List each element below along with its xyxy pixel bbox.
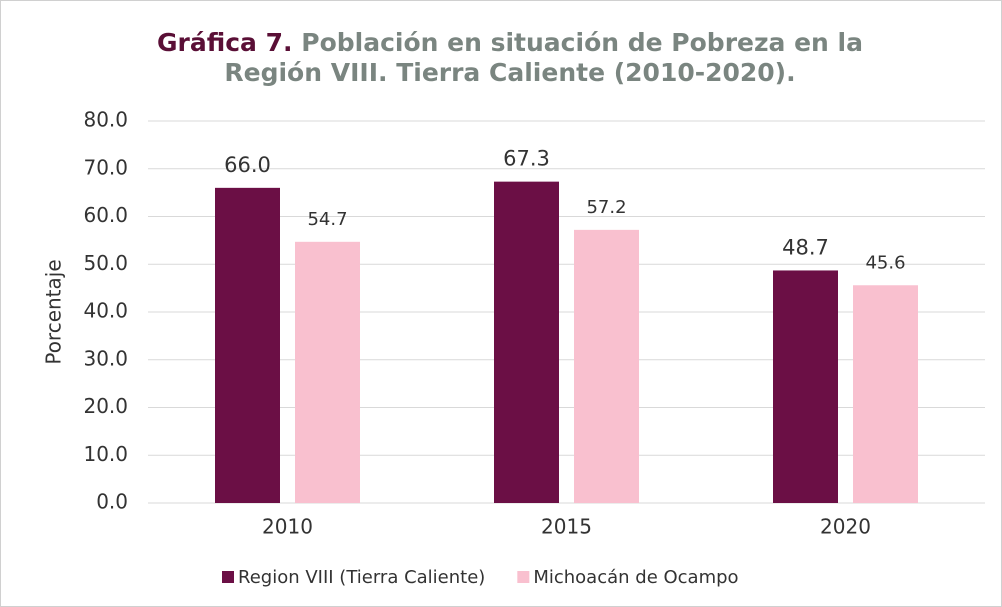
value-label: 66.0 (224, 153, 271, 177)
legend-swatch (517, 571, 530, 583)
value-label: 45.6 (865, 252, 905, 273)
bar (853, 285, 918, 503)
x-tick-label: 2015 (541, 515, 592, 539)
x-tick-label: 2010 (262, 515, 313, 539)
title-text: Población en situación de Pobreza en la … (224, 28, 863, 87)
value-label: 54.7 (307, 209, 347, 230)
legend-label: Region VIII (Tierra Caliente) (238, 567, 485, 588)
y-tick-label: 10.0 (83, 442, 128, 466)
bar (773, 270, 838, 503)
value-label: 48.7 (782, 235, 829, 259)
title-label: Gráfica 7. (156, 28, 293, 57)
value-label: 57.2 (586, 197, 626, 218)
x-tick-label: 2020 (820, 515, 871, 539)
bar (295, 241, 360, 503)
y-tick-label: 20.0 (83, 394, 128, 418)
y-tick-label: 40.0 (83, 299, 128, 323)
legend-label: Michoacán de Ocampo (533, 567, 738, 588)
bar (494, 181, 559, 503)
bar (574, 229, 639, 503)
y-tick-label: 70.0 (83, 155, 128, 179)
y-tick-label: 30.0 (83, 346, 128, 370)
value-label: 67.3 (503, 147, 550, 171)
legend-swatch (222, 571, 234, 583)
y-axis-label: Porcentaje (42, 259, 66, 364)
y-tick-label: 60.0 (83, 203, 128, 227)
bar (215, 187, 280, 503)
chart-title: Gráfica 7. Población en situación de Pob… (120, 28, 900, 88)
y-tick-label: 80.0 (83, 108, 128, 132)
y-tick-label: 50.0 (83, 251, 128, 275)
y-tick-label: 0.0 (96, 490, 128, 514)
